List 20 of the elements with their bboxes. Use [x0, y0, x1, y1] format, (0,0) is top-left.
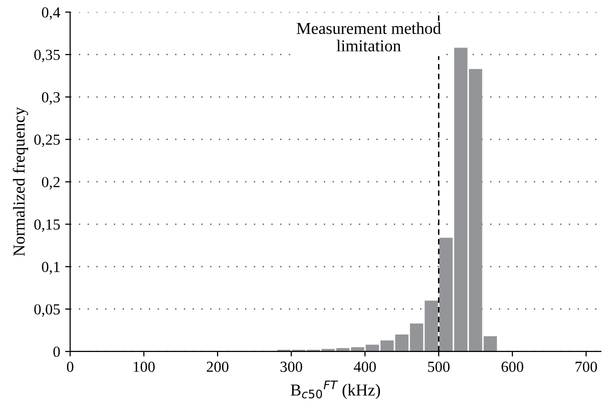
ref-line-label: Measurement method limitation — [296, 22, 441, 52]
x-tick-label: 200 — [206, 362, 228, 372]
x-tick-label: 0 — [66, 362, 74, 372]
x-tick-label: 400 — [354, 362, 376, 372]
y-tick-label: 0,25 — [34, 134, 60, 148]
y-tick-label: 0,1 — [42, 262, 60, 274]
x-tick-label: 500 — [428, 362, 450, 372]
y-tick-label: 0,15 — [34, 219, 60, 232]
x-tick-label: 100 — [134, 362, 155, 372]
x-tick-label: 700 — [576, 362, 597, 372]
y-tick-label: 0,3 — [42, 92, 60, 105]
x-tick-label: 300 — [280, 362, 302, 372]
y-axis-title: Normalized frequency — [12, 107, 28, 256]
y-tick-label: 0,35 — [34, 50, 60, 62]
y-tick-label: 0 — [53, 346, 60, 357]
y-tick-label: 0,2 — [42, 176, 60, 190]
y-tick-label: 0,05 — [34, 304, 60, 317]
x-tick-label: 600 — [502, 362, 524, 372]
y-tick-label: 0,4 — [42, 7, 60, 20]
x-axis-title: B$_{c50}$$^{FT}$ (kHz) — [290, 380, 380, 400]
